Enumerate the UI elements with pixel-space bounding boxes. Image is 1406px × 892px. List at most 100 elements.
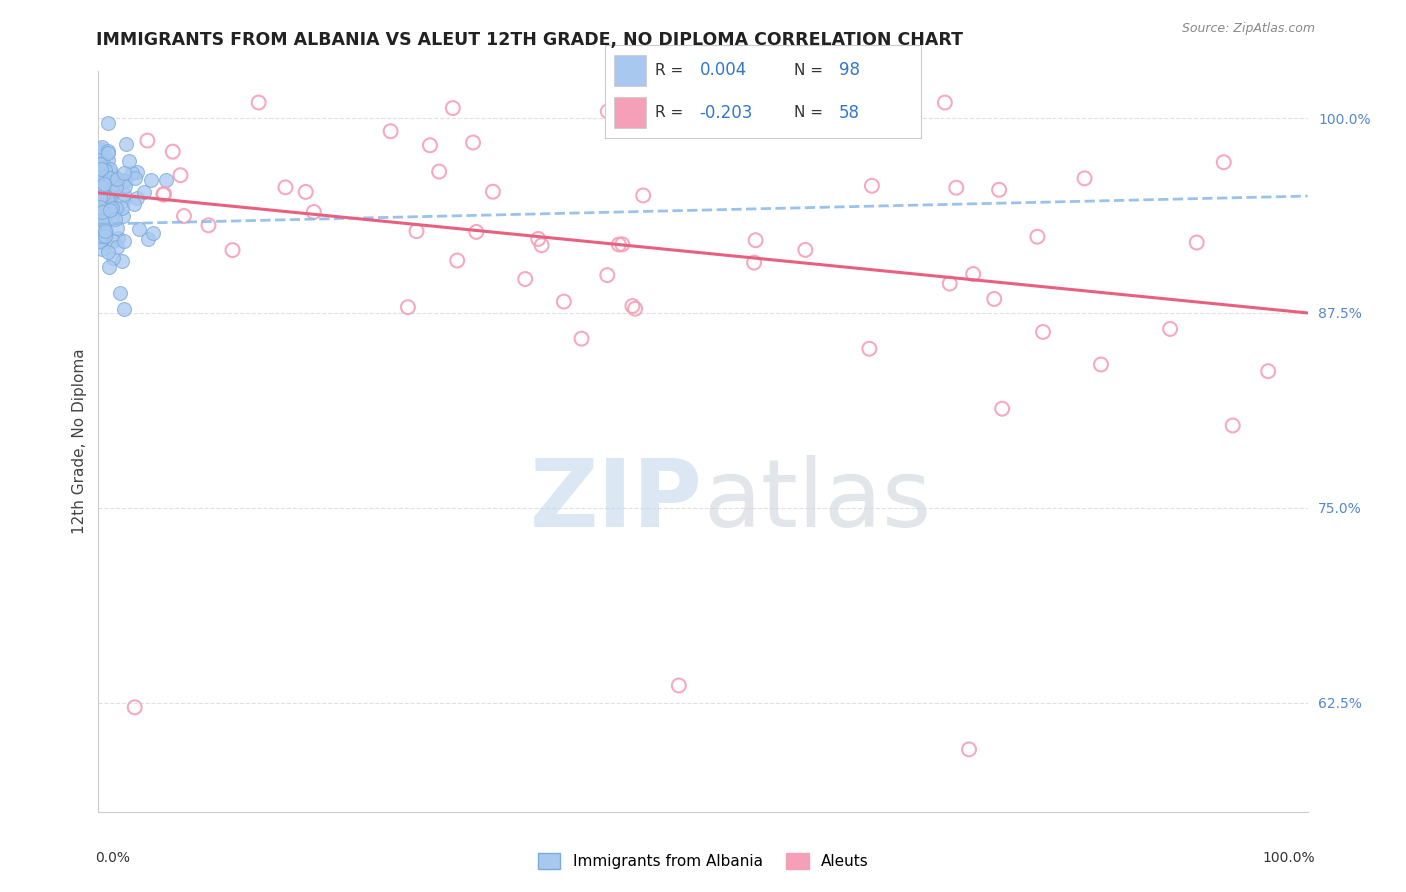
Point [1026, 229, 1049, 244]
Point [111, 194, 134, 208]
Text: 0.0%: 0.0% [96, 851, 131, 865]
Point [91, 161, 114, 176]
Point [112, 166, 135, 180]
Point [89, 168, 111, 182]
Point [105, 180, 128, 194]
Point [98, 173, 121, 187]
Point [1090, 358, 1112, 372]
Point [938, 277, 960, 291]
Text: ZIP: ZIP [530, 455, 703, 547]
Point [121, 166, 143, 180]
Point [89, 195, 111, 210]
Bar [614, 97, 645, 128]
Point [90, 161, 112, 176]
Point [104, 201, 127, 215]
Point [122, 197, 145, 211]
Point [93, 187, 115, 202]
Point [114, 174, 136, 188]
Point [128, 222, 150, 236]
Point [142, 226, 165, 240]
Point [97, 144, 120, 158]
Point [136, 134, 159, 148]
Point [988, 183, 1011, 197]
Point [98, 203, 121, 218]
Point [112, 172, 135, 186]
Point [89, 189, 111, 203]
Point [991, 401, 1014, 416]
Point [89, 174, 111, 188]
Text: N =: N = [794, 62, 828, 78]
Text: -0.203: -0.203 [700, 103, 752, 121]
Point [1159, 322, 1181, 336]
Point [103, 251, 125, 265]
Text: IMMIGRANTS FROM ALBANIA VS ALEUT 12TH GRADE, NO DIPLOMA CORRELATION CHART: IMMIGRANTS FROM ALBANIA VS ALEUT 12TH GR… [96, 31, 963, 49]
Point [571, 332, 593, 346]
Point [380, 124, 402, 138]
Point [105, 172, 128, 186]
Point [934, 95, 956, 110]
Point [858, 342, 880, 356]
Point [90, 202, 112, 217]
Point [94, 224, 117, 238]
Point [124, 170, 146, 185]
Point [155, 173, 177, 187]
Point [115, 136, 138, 151]
Point [107, 231, 129, 245]
Point [744, 233, 766, 247]
Point [134, 186, 156, 200]
Bar [614, 55, 645, 86]
Point [631, 188, 654, 202]
Point [396, 300, 419, 314]
Point [93, 177, 115, 191]
Point [97, 244, 120, 259]
Point [105, 239, 128, 253]
Point [91, 213, 114, 227]
Y-axis label: 12th Grade, No Diploma: 12th Grade, No Diploma [72, 349, 87, 534]
Point [152, 187, 174, 202]
Point [91, 179, 114, 194]
Point [274, 180, 297, 194]
Text: Source: ZipAtlas.com: Source: ZipAtlas.com [1181, 22, 1315, 36]
Point [112, 302, 135, 317]
Point [112, 186, 135, 201]
Point [405, 224, 427, 238]
Point [89, 157, 111, 171]
Point [104, 212, 127, 227]
Point [89, 234, 111, 248]
Point [89, 169, 111, 183]
Point [104, 170, 127, 185]
Point [607, 237, 630, 252]
Point [742, 255, 765, 269]
Point [247, 95, 270, 110]
Point [461, 136, 484, 150]
Point [98, 184, 121, 198]
Point [90, 228, 112, 243]
Point [1212, 155, 1234, 169]
Point [169, 168, 191, 182]
Point [91, 157, 114, 171]
Point [945, 180, 967, 194]
Point [98, 165, 121, 179]
Point [153, 186, 176, 201]
Point [111, 254, 134, 268]
Point [90, 172, 112, 186]
Point [596, 104, 619, 119]
Point [624, 301, 647, 316]
Point [1222, 418, 1244, 433]
Point [427, 164, 450, 178]
Text: N =: N = [794, 105, 828, 120]
Point [530, 238, 553, 252]
Text: atlas: atlas [703, 455, 931, 547]
Point [101, 205, 124, 219]
Point [1032, 325, 1054, 339]
Point [138, 232, 160, 246]
Point [125, 164, 148, 178]
Point [612, 237, 634, 252]
Point [103, 234, 125, 248]
Point [1257, 364, 1279, 378]
Point [860, 178, 883, 193]
Point [465, 225, 488, 239]
Point [962, 267, 984, 281]
Point [114, 179, 136, 194]
Point [90, 140, 112, 154]
